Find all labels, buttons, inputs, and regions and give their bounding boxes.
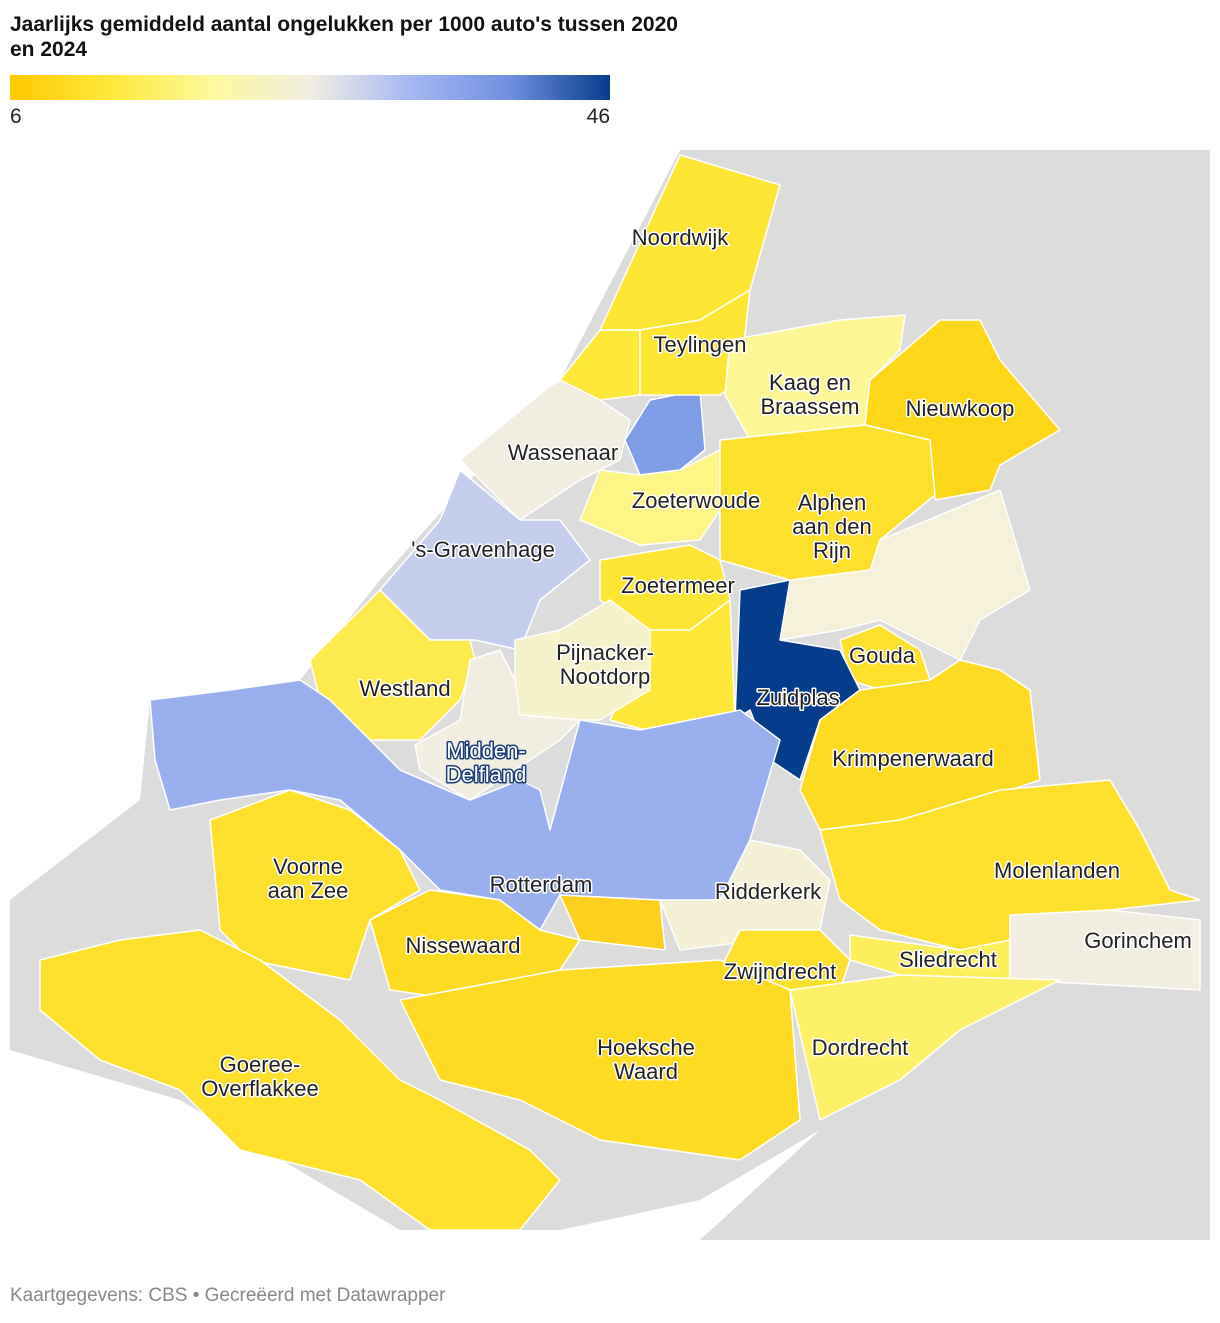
region-label: Voorne [273, 854, 343, 879]
region-label: Overflakkee [201, 1076, 318, 1101]
legend-bar [10, 75, 610, 100]
region-label: Wassenaar [508, 440, 618, 465]
region [789, 974, 1061, 1121]
region-label: Pijnacker- [556, 640, 654, 665]
region-label: Delfland [446, 762, 527, 787]
title-line: Jaarlijks gemiddeld aantal ongelukken pe… [10, 13, 678, 36]
region [459, 379, 631, 521]
title-line: en 2024 [10, 38, 87, 61]
region-label: Teylingen [654, 332, 747, 357]
region-label: 's-Gravenhage [411, 537, 555, 562]
region-label: aan den [792, 514, 872, 539]
region [369, 889, 581, 1001]
region-label: Nootdorp [560, 664, 651, 689]
region-label: Zoeterwoude [632, 488, 760, 513]
region-label: Gouda [849, 643, 916, 668]
region-label: Rotterdam [490, 872, 593, 897]
region-label: Sliedrecht [899, 947, 997, 972]
region [399, 959, 801, 1161]
region-label: Waard [614, 1059, 678, 1084]
region-label: Braassem [760, 394, 859, 419]
region [209, 789, 421, 981]
region-label: Krimpenerwaard [832, 746, 993, 771]
region [39, 929, 561, 1231]
region-label: Midden- [446, 738, 525, 763]
region-label: Westland [359, 676, 450, 701]
region-label: Rijn [813, 538, 851, 563]
legend-min: 6 [10, 105, 22, 128]
region-label: Zoetermeer [621, 573, 735, 598]
region-label: Kaag en [769, 370, 851, 395]
region-label: Noordwijk [632, 225, 730, 250]
region-label: Gorinchem [1084, 928, 1192, 953]
region-label: Ridderkerk [715, 879, 822, 904]
region-label: Nissewaard [406, 933, 521, 958]
region-label: Hoeksche [597, 1035, 695, 1060]
legend-max: 46 [587, 105, 610, 128]
water [10, 1050, 820, 1240]
footer: Kaartgegevens: CBS • Gecreëerd met Dataw… [10, 1285, 446, 1306]
region [149, 679, 781, 931]
title: Jaarlijks gemiddeld aantal ongelukken pe… [10, 13, 678, 61]
region [414, 649, 581, 801]
region-label: Alphen [798, 490, 867, 515]
region [819, 779, 1201, 951]
region-label: aan Zee [268, 878, 349, 903]
region [309, 589, 476, 741]
region-label: Zwijndrecht [724, 959, 836, 984]
region [779, 489, 1031, 661]
region-label: Molenlanden [994, 858, 1120, 883]
region-label: Nieuwkoop [906, 396, 1015, 421]
sea [10, 150, 680, 900]
region-label: Dordrecht [812, 1035, 909, 1060]
region [719, 424, 936, 581]
region-label: Goeree- [220, 1052, 301, 1077]
region-label: Zuidplas [756, 685, 839, 710]
map [10, 150, 1210, 1240]
